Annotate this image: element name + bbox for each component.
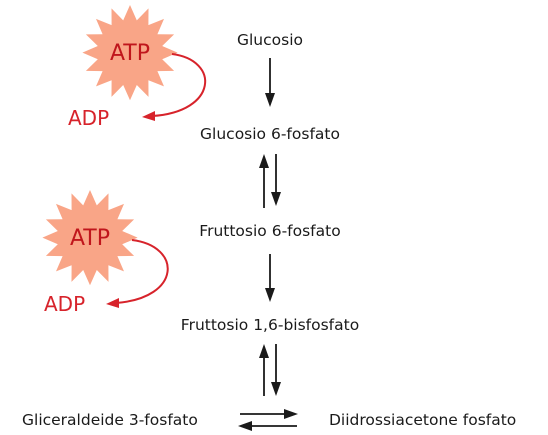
atp-label-1: ATP xyxy=(110,41,150,66)
cofactor-group-2: ATP ADP xyxy=(42,190,169,316)
adp-label-2: ADP xyxy=(44,292,85,316)
label-fructose-1-6-bisphosphate: Fruttosio 1,6-bisfosfato xyxy=(181,316,359,334)
atp-label-2: ATP xyxy=(70,226,110,251)
arrow-reversible-1 xyxy=(259,154,281,208)
atp-burst-1 xyxy=(82,5,178,101)
label-fructose-6-phosphate: Fruttosio 6-fosfato xyxy=(199,222,340,240)
arrow-reversible-2 xyxy=(259,344,281,396)
arrow-equilibrium xyxy=(238,409,298,431)
adp-label-1: ADP xyxy=(68,106,109,130)
cofactor-arrow-2 xyxy=(115,239,169,304)
cofactor-arrow-1 xyxy=(151,53,207,117)
label-glucose-6-phosphate: Glucosio 6-fosfato xyxy=(200,125,340,143)
label-dihydroxyacetone-phosphate: Diidrossiacetone fosfato xyxy=(329,411,516,429)
arrow-down-1 xyxy=(265,58,275,107)
cofactor-group-1: ATP ADP xyxy=(68,5,207,130)
label-glyceraldehyde-3-phosphate: Gliceraldeide 3-fosfato xyxy=(22,411,198,429)
arrow-down-2 xyxy=(265,254,275,302)
atp-burst-2 xyxy=(42,190,138,286)
label-glucose: Glucosio xyxy=(237,31,303,49)
